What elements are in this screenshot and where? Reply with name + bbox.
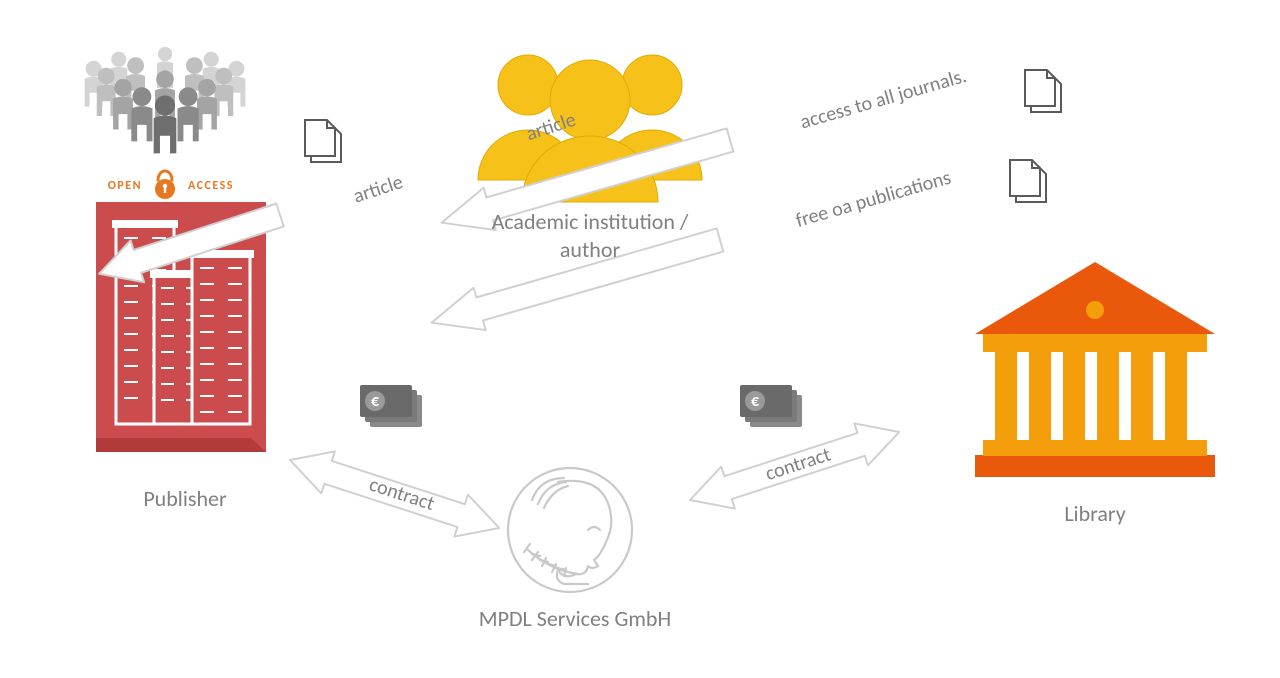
doc-icon-access xyxy=(1025,70,1061,112)
arrow-contract-right-label: contract xyxy=(762,442,834,486)
money-icon-right xyxy=(740,385,802,427)
arrow-access-label: access to all journals. xyxy=(797,64,969,134)
doc-icon-freeoa xyxy=(1010,160,1046,202)
arrow-article: article xyxy=(93,98,582,294)
money-icon-left xyxy=(360,385,422,427)
academic-label: Academic institution / author xyxy=(470,208,710,263)
arrow-article-label: article xyxy=(523,108,579,147)
open-access-lock-icon xyxy=(155,171,175,199)
arrow-contract-left-label: contract xyxy=(366,473,438,517)
arrow-article-label2: article xyxy=(350,170,406,209)
arrow-freeoa-label: free oa publications xyxy=(793,166,954,233)
library-node xyxy=(975,262,1215,477)
mpdl-node xyxy=(508,468,632,592)
open-access-left: OPEN xyxy=(108,179,142,193)
open-access-right: ACCESS xyxy=(188,179,234,193)
publisher-node: OPEN ACCESS xyxy=(85,47,266,452)
library-label: Library xyxy=(1010,500,1180,527)
mpdl-label: MPDL Services GmbH xyxy=(460,605,690,632)
publisher-label: Publisher xyxy=(95,485,275,512)
academic-node xyxy=(478,55,702,202)
doc-icon-article xyxy=(305,120,341,162)
